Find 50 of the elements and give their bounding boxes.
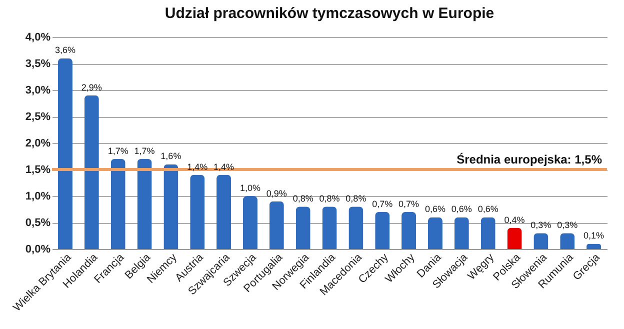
y-tick-label: 0,5% [25,217,51,229]
bar [110,158,126,249]
data-label: 0,7% [372,198,393,209]
chart-title: Udział pracowników tymczasowych w Europie [164,5,494,22]
data-label: 0,8% [346,194,366,204]
data-label: 0,9% [266,188,287,198]
bar [348,206,364,249]
bar [454,217,469,249]
y-tick-label: 1,5% [25,164,51,176]
bar [480,217,496,249]
bar [84,95,99,249]
y-tick-label: 3,5% [25,58,51,70]
bar [164,164,178,249]
data-label: 0,6% [478,204,498,214]
bar [560,233,575,249]
data-label: 1,0% [240,183,260,193]
data-label: 1,7% [108,146,128,156]
y-tick-label: 4,0% [25,32,51,44]
data-label: 0,3% [557,220,578,230]
data-label: 1,6% [160,151,182,162]
data-label: 0,3% [530,220,552,230]
bar [375,212,390,249]
data-label: 0,4% [504,214,525,225]
bar [322,206,337,249]
bar [58,58,72,249]
bar [190,174,205,249]
data-label: 1,7% [134,146,155,156]
y-tick-label: 2,0% [25,138,51,150]
data-label: 0,8% [319,194,340,204]
bar [269,201,284,249]
y-tick-label: 1,0% [25,190,51,202]
bar [402,212,416,249]
bar [428,217,442,249]
bar [507,228,522,249]
y-tick-label: 2,5% [25,111,51,123]
bar [242,196,258,249]
data-label: 0,6% [451,204,472,214]
data-label: 0,6% [424,204,446,214]
data-label: 2,9% [81,82,102,92]
data-label: 0,8% [292,194,314,204]
ref-line-label: Średnia europejska: 1,5% [456,152,602,166]
data-label: 0,7% [398,198,420,209]
bar [534,233,548,249]
bar [296,206,310,249]
data-label: 3,6% [54,45,76,56]
bar [137,158,152,249]
y-tick-label: 0,0% [25,244,51,256]
bar [216,174,232,249]
y-tick-label: 3,0% [25,84,51,96]
data-label: 0,1% [584,230,604,241]
